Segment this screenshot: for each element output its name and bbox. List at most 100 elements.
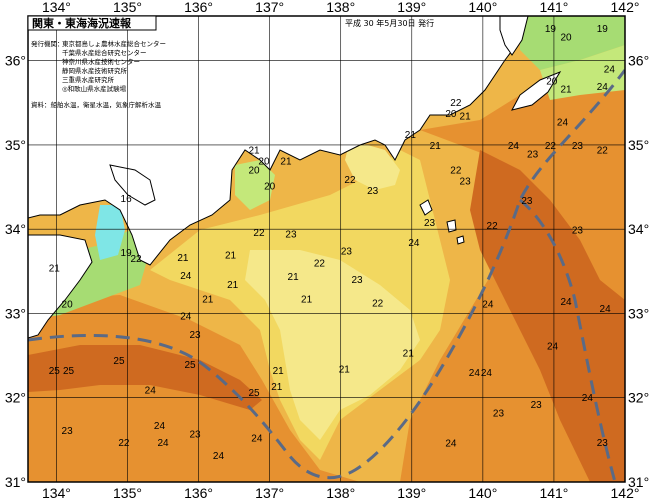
lat-label-right: 36°: [628, 53, 649, 69]
isotherm-label: 19: [545, 24, 557, 35]
isotherm-label: 23: [285, 230, 297, 241]
agency-name: 静岡県水産技術研究所: [62, 66, 128, 75]
isotherm-label: 24: [560, 297, 572, 308]
isotherm-label: 23: [597, 438, 609, 449]
land-boso: [511, 70, 562, 111]
isotherm-label: 23: [189, 330, 201, 341]
isotherm-label: 23: [572, 225, 584, 236]
kuroshio-path: [28, 69, 625, 480]
kuroshio-branch: [519, 198, 617, 482]
isotherm-label: 24: [251, 434, 263, 445]
isotherm-label: 24: [482, 300, 494, 311]
isotherm-label: 24: [180, 311, 192, 322]
land-awaji: [109, 164, 156, 206]
isotherm-label: 20: [62, 300, 74, 311]
isotherm-label: 24: [445, 439, 457, 450]
isotherm-label: 25: [49, 366, 61, 377]
isotherm-label: 19: [121, 248, 133, 259]
header-panel: 関東・東海海況速報 平成 30 年5月30日 発行 発行機関： 東京都島しょ農林…: [27, 15, 434, 109]
isotherm-label: 24: [157, 438, 169, 449]
isotherm-label: 24: [582, 393, 594, 404]
isotherm-label: 21: [288, 272, 300, 283]
land: [28, 16, 562, 339]
isotherm-label: 22: [118, 438, 130, 449]
isotherm-label: 22: [314, 258, 326, 269]
agency-name: ◎和歌山県水産試験場: [62, 84, 127, 93]
isotherm-label: 24: [597, 82, 609, 93]
isotherm-label: 22: [130, 254, 142, 265]
lon-label-bottom: 141°: [539, 485, 568, 501]
isotherm-label: 21: [430, 141, 442, 152]
isotherm-label: 22: [487, 221, 499, 232]
isotherm-label: 23: [367, 186, 379, 197]
isotherm-label: 22: [344, 175, 356, 186]
isotherm-label: 23: [424, 218, 436, 229]
isotherm-label: 20: [264, 182, 276, 193]
zone-20-ise: [235, 160, 275, 210]
isotherm-label: 21: [560, 85, 572, 96]
agency-name: 三重県水産研究所: [62, 75, 115, 84]
lon-label-top: 136°: [184, 0, 213, 15]
axis-labels: 134° 134° 135° 135° 136° 136° 137° 137° 138° 138°…: [5, 0, 649, 501]
lat-label-left: 35°: [5, 137, 26, 153]
data-source: 資料：船舶水温，衛星水温，気象庁解析水温: [31, 100, 162, 109]
lat-label-left: 32°: [5, 390, 26, 406]
isotherm-label: 25: [113, 356, 125, 367]
lon-label-top: 137°: [255, 0, 284, 15]
isotherm-label: 24: [604, 64, 616, 75]
isotherm-label: 20: [258, 156, 270, 167]
isotherm-label: 24: [508, 141, 520, 152]
isotherm-label: 21: [248, 145, 260, 156]
isotherm-label: 22: [450, 166, 462, 177]
isotherm-label: 25: [63, 366, 75, 377]
lon-label-top: 139°: [397, 0, 426, 15]
isotherm-label: 21: [49, 263, 61, 274]
lat-label-left: 31°: [5, 474, 26, 490]
isotherm-label: 24: [213, 451, 225, 462]
zone-21-north: [345, 140, 400, 190]
lon-label-top: 142°: [611, 0, 640, 15]
isotherm-label: 21: [403, 348, 415, 359]
isotherm-label: 24: [469, 368, 481, 379]
isotherm-label: 21: [301, 295, 313, 306]
title-box: [27, 15, 157, 31]
agency-label: 発行機関：: [31, 39, 64, 48]
land-chiba: [499, 16, 529, 56]
isotherm-label: 22: [597, 145, 609, 156]
lon-label-top: 134°: [42, 0, 71, 15]
isotherm-label: 23: [493, 408, 505, 419]
zone-25-west: [28, 345, 262, 410]
zone-19-ne: [520, 16, 625, 70]
land-shikoku: [28, 234, 93, 339]
isotherm-label: 21: [405, 130, 417, 141]
isotherm-label: 20: [445, 109, 457, 120]
isotherm-label: 23: [527, 150, 539, 161]
isotherm-label: 20: [248, 166, 260, 177]
lon-label-top: 135°: [113, 0, 142, 15]
isotherm-label: 21: [280, 156, 292, 167]
isotherm-label: 23: [460, 177, 472, 188]
lat-label-left: 36°: [5, 53, 26, 69]
lon-label-top: 140°: [468, 0, 497, 15]
agency-name: 神奈川県水産技術センター: [62, 57, 140, 66]
map-title: 関東・東海海況速報: [32, 16, 132, 30]
isotherm-label: 22: [372, 299, 384, 310]
agency-name: 東京都島しょ農林水産総合センター: [62, 39, 166, 48]
lon-label-bottom: 140°: [468, 485, 497, 501]
land-honshu: [28, 16, 529, 266]
isotherm-label: 21: [225, 251, 237, 262]
isotherm-label: 21: [227, 280, 239, 291]
isotherm-label: 21: [271, 382, 283, 393]
lat-label-right: 31°: [628, 474, 649, 490]
isotherm-label: 23: [341, 246, 353, 257]
isotherm-label: 23: [521, 196, 533, 207]
lon-label-bottom: 135°: [113, 485, 142, 501]
isotherm-label: 21: [339, 364, 351, 375]
kuroshio-axis: [28, 69, 625, 482]
agency-list: 東京都島しょ農林水産総合センター千葉県水産総合研究センター神奈川県水産技術センタ…: [62, 39, 166, 93]
lon-label-bottom: 136°: [184, 485, 213, 501]
isotherm-label: 24: [481, 368, 493, 379]
graticule: [28, 16, 626, 483]
isotherm-label: 23: [189, 429, 201, 440]
